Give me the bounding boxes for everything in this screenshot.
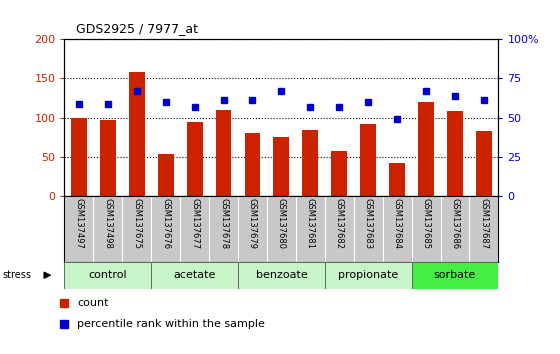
Text: GSM137686: GSM137686 xyxy=(450,199,460,250)
Bar xyxy=(216,110,231,196)
Text: GSM137687: GSM137687 xyxy=(479,199,488,250)
Bar xyxy=(64,262,151,289)
Text: GSM137676: GSM137676 xyxy=(161,199,170,250)
Text: percentile rank within the sample: percentile rank within the sample xyxy=(77,319,265,329)
Bar xyxy=(71,118,87,196)
Bar xyxy=(476,131,492,196)
Text: propionate: propionate xyxy=(338,270,398,280)
Text: GDS2925 / 7977_at: GDS2925 / 7977_at xyxy=(76,22,198,35)
Text: count: count xyxy=(77,298,109,308)
Bar xyxy=(360,124,376,196)
Text: GSM137685: GSM137685 xyxy=(422,199,431,250)
Bar xyxy=(158,154,174,196)
Bar xyxy=(302,130,318,196)
Text: stress: stress xyxy=(3,270,32,280)
Bar xyxy=(238,262,325,289)
Bar xyxy=(412,262,498,289)
Text: GSM137675: GSM137675 xyxy=(132,199,141,250)
Bar xyxy=(129,72,144,196)
Bar xyxy=(325,262,412,289)
Text: GSM137678: GSM137678 xyxy=(219,199,228,250)
Text: GSM137680: GSM137680 xyxy=(277,199,286,250)
Bar xyxy=(100,120,116,196)
Bar xyxy=(418,102,434,196)
Text: GSM137677: GSM137677 xyxy=(190,199,199,250)
Bar xyxy=(186,122,203,196)
Text: control: control xyxy=(88,270,127,280)
Bar xyxy=(332,151,347,196)
Text: GSM137681: GSM137681 xyxy=(306,199,315,250)
Bar xyxy=(447,112,463,196)
Text: sorbate: sorbate xyxy=(434,270,476,280)
Bar xyxy=(273,137,290,196)
Bar xyxy=(245,133,260,196)
Text: GSM137498: GSM137498 xyxy=(103,199,113,249)
Text: acetate: acetate xyxy=(174,270,216,280)
Text: GSM137679: GSM137679 xyxy=(248,199,257,250)
Text: GSM137682: GSM137682 xyxy=(335,199,344,250)
Bar xyxy=(151,262,238,289)
Text: GSM137497: GSM137497 xyxy=(74,199,83,249)
Text: GSM137683: GSM137683 xyxy=(363,199,373,250)
Text: GSM137684: GSM137684 xyxy=(393,199,402,250)
Bar xyxy=(389,162,405,196)
Text: benzoate: benzoate xyxy=(255,270,307,280)
